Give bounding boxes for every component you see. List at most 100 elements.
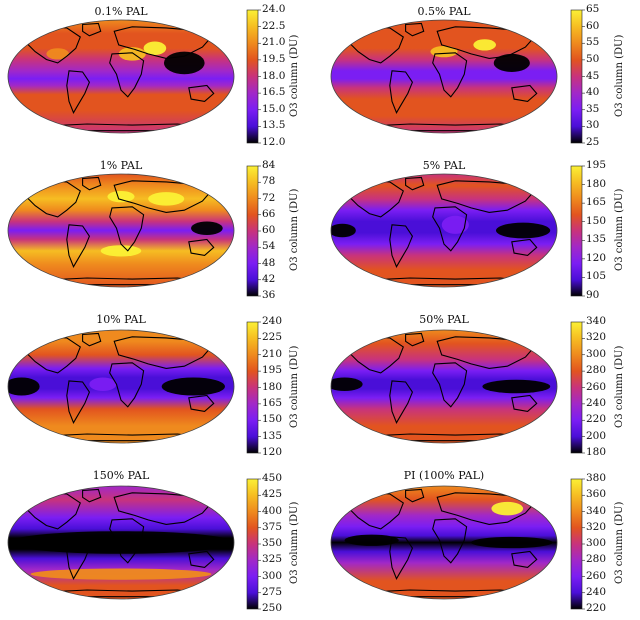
colorbar-tick-label: 350 <box>262 537 283 549</box>
colorbar-tick-label: 180 <box>262 380 283 393</box>
colorbar <box>570 9 583 144</box>
colorbar-tick-label: 66 <box>262 207 276 220</box>
colorbar <box>246 478 259 610</box>
colorbar-tick-label: 325 <box>262 553 283 566</box>
colorbar-tick-label: 225 <box>262 331 283 344</box>
colorbar-tick-label: 45 <box>586 69 600 82</box>
continent-outline <box>109 52 145 98</box>
colorbar-label: O3 column (DU) <box>614 34 625 117</box>
colorbar-tick-label: 280 <box>586 364 607 377</box>
colorbar-tick-label: 65 <box>586 3 600 15</box>
continent-outline <box>82 332 102 347</box>
colorbar-tick-label: 40 <box>586 86 600 99</box>
colorbar <box>246 321 259 454</box>
colorbar-tick-label: 165 <box>586 196 607 209</box>
colorbar-label: O3 column (DU) <box>289 501 300 584</box>
map-border <box>330 173 558 288</box>
colorbar-tick-label: 120 <box>262 446 283 458</box>
continent-outline <box>405 176 425 191</box>
colorbar-tick-label: 135 <box>586 233 607 246</box>
colorbar-tick-label: 19.5 <box>262 52 286 65</box>
ozone-anomaly <box>493 53 530 72</box>
ozone-anomaly <box>473 39 496 51</box>
panel-title: 0.1% PAL <box>94 5 148 18</box>
colorbar-label: O3 column (DU) <box>614 501 625 584</box>
panel-title: PI (100% PAL) <box>403 469 485 482</box>
continent-outline <box>389 536 414 580</box>
continent-outline <box>432 52 468 98</box>
continent-outline <box>511 238 538 256</box>
colorbar-tick-label: 260 <box>586 569 607 582</box>
ozone-anomaly <box>482 379 551 394</box>
continent-outline <box>405 488 425 503</box>
ozone-anomaly <box>471 536 553 549</box>
colorbar-tick-label: 55 <box>586 36 600 49</box>
map-border <box>330 19 558 134</box>
map-border <box>7 329 235 444</box>
colorbar-tick-label: 380 <box>586 472 607 484</box>
continent-outline <box>511 84 538 102</box>
colorbar-tick-label: 340 <box>586 315 607 327</box>
colorbar <box>246 165 259 297</box>
ozone-anomaly <box>191 221 223 236</box>
continent-outline <box>113 180 213 213</box>
colorbar-tick-label: 375 <box>262 520 283 533</box>
colorbar-tick-label: 105 <box>586 270 607 283</box>
colorbar-tick-label: 260 <box>586 380 607 393</box>
continent-outline <box>66 380 91 424</box>
panel-title: 10% PAL <box>96 313 146 326</box>
ozone-anomaly <box>30 568 212 580</box>
colorbar-label: O3 column (DU) <box>289 188 300 271</box>
colorbar-label: O3 column (DU) <box>289 34 300 117</box>
colorbar-tick-label: 250 <box>262 602 283 614</box>
continent-outline <box>109 362 145 408</box>
colorbar-tick-label: 180 <box>586 177 607 190</box>
map-border <box>7 485 235 600</box>
ozone-anomaly <box>89 377 117 392</box>
continent-outline <box>66 536 91 580</box>
panel-title: 1% PAL <box>99 159 143 172</box>
ozone-map <box>331 330 557 443</box>
colorbar-tick-label: 13.5 <box>262 119 286 132</box>
colorbar-tick-label: 12.0 <box>262 136 286 148</box>
ozone-anomaly <box>148 192 185 206</box>
colorbar-tick-label: 180 <box>586 446 607 458</box>
colorbar-tick-label: 320 <box>586 331 607 344</box>
continent-outline <box>82 176 102 191</box>
continent-outline <box>389 70 414 114</box>
colorbar-tick-label: 50 <box>586 52 600 65</box>
colorbar-tick-label: 340 <box>586 504 607 517</box>
ozone-anomaly <box>441 215 469 234</box>
continent-outline <box>113 492 213 525</box>
continent-outline <box>432 518 468 564</box>
colorbar-tick-label: 22.5 <box>262 19 286 32</box>
colorbar-tick-label: 90 <box>586 289 600 301</box>
panel-title: 0.5% PAL <box>417 5 471 18</box>
ozone-anomaly <box>8 531 234 554</box>
continent-outline <box>436 180 536 213</box>
ozone-field <box>331 20 557 133</box>
continent-outline <box>432 206 468 252</box>
continent-outline <box>436 492 536 525</box>
continent-outline <box>432 362 468 408</box>
colorbar-tick-label: 84 <box>262 159 276 171</box>
ozone-anomaly <box>161 377 225 396</box>
panel-title: 50% PAL <box>419 313 469 326</box>
colorbar-tick-label: 135 <box>262 429 283 442</box>
colorbar-tick-label: 450 <box>262 472 283 484</box>
colorbar-tick-label: 72 <box>262 191 276 204</box>
panel-title: 150% PAL <box>92 469 150 482</box>
colorbar-tick-label: 120 <box>586 251 607 264</box>
ozone-map <box>8 174 234 287</box>
continent-outline <box>82 22 102 37</box>
colorbar-tick-label: 42 <box>262 272 276 285</box>
ozone-anomaly <box>8 377 40 396</box>
ozone-anomaly <box>331 377 363 392</box>
continent-outline <box>188 394 215 412</box>
colorbar <box>570 165 583 297</box>
panel-title: 5% PAL <box>422 159 466 172</box>
continent-outline <box>436 26 536 59</box>
colorbar <box>246 9 259 144</box>
continent-outline <box>405 332 425 347</box>
